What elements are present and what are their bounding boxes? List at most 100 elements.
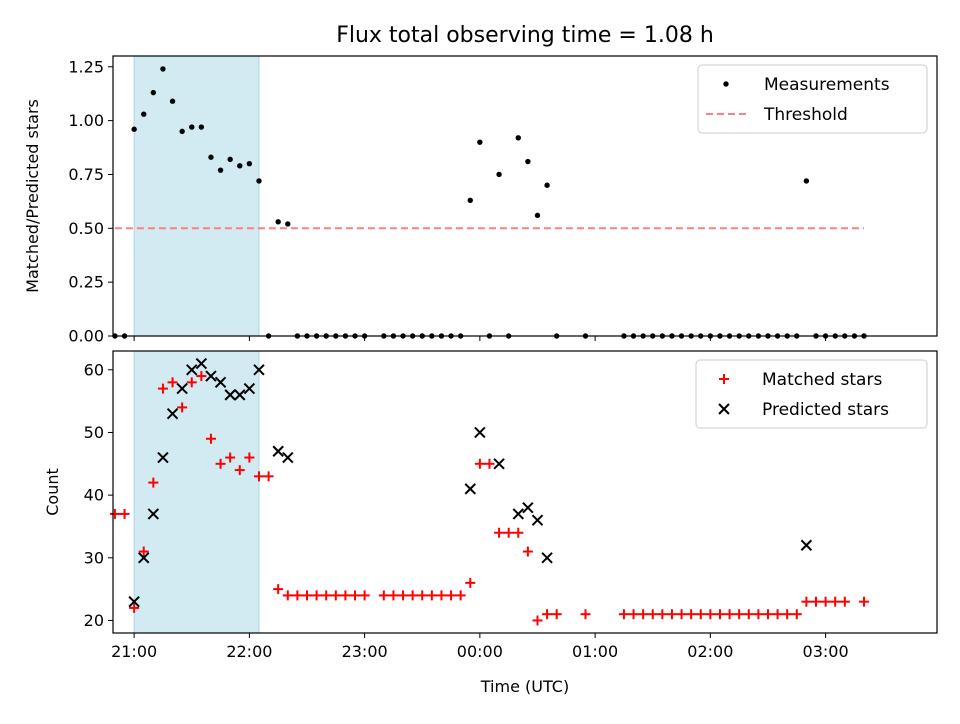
measurement-point [275, 219, 281, 225]
bottom-panel: 20 30 40 50 60 21:00 22:00 23:00 00:00 01:00 02:00… [43, 350, 938, 661]
predicted-point-b [214, 376, 227, 389]
measurement-point [477, 139, 483, 145]
matched-point [378, 590, 389, 601]
y-tick-label: 20 [84, 611, 104, 630]
matched-point [436, 590, 447, 601]
predicted-point-b [205, 370, 217, 382]
measurement-point [515, 135, 521, 141]
matched-point [542, 609, 553, 620]
predicted-point-b [128, 595, 140, 608]
measurement-point [237, 163, 243, 169]
predicted-point-b [272, 445, 284, 457]
y-tick-label: 40 [84, 486, 104, 505]
predicted-point [800, 539, 813, 551]
predicted-point-b [522, 501, 534, 514]
matched-point [148, 477, 159, 488]
matched-point [695, 609, 706, 620]
predicted-point-b [186, 364, 198, 376]
matched-point [417, 590, 428, 601]
matched-point [157, 383, 168, 394]
predicted-point-b [512, 508, 524, 520]
predicted-point [176, 382, 188, 395]
legend-box [697, 64, 928, 134]
matched-point [455, 590, 466, 601]
matched-point [388, 590, 399, 601]
predicted-point [253, 364, 265, 376]
predicted-point-b [474, 426, 486, 439]
predicted-point [272, 445, 284, 457]
predicted-point [234, 389, 246, 401]
predicted-point [464, 483, 476, 495]
matched-point [859, 596, 870, 607]
predicted-point-b [176, 382, 188, 395]
y-tick-label: 1.00 [68, 111, 104, 130]
matched-point [657, 609, 668, 620]
predicted-point-b [138, 552, 150, 564]
predicted-point [512, 508, 524, 520]
matched-point [753, 609, 764, 620]
predicted-point-b [157, 451, 169, 464]
matched-point [263, 471, 274, 482]
predicted-point-b [531, 514, 544, 526]
predicted-point-b [493, 458, 505, 470]
x-tick-label: 02:00 [687, 642, 733, 661]
highlight-span [133, 350, 260, 634]
matched-point [225, 452, 236, 463]
matched-point [426, 590, 437, 601]
legend-measurement-swatch [723, 81, 729, 87]
measurement-point [160, 66, 166, 72]
matched-point [503, 527, 514, 538]
legend: Measurements Threshold [697, 64, 928, 134]
matched-point [618, 609, 629, 620]
predicted-point-b [166, 407, 179, 420]
measurement-point [467, 197, 473, 204]
legend-label: Matched stars [762, 370, 882, 390]
predicted-point [128, 595, 140, 608]
measurement-point [534, 212, 541, 219]
predicted-point [157, 451, 169, 464]
measurement-point [525, 158, 531, 165]
measurement-point [496, 171, 502, 178]
matched-point [167, 377, 178, 388]
matched-point [724, 609, 735, 620]
top-panel: 0.00 0.25 0.50 0.75 1.00 1.25 Matched/Predicte… [23, 55, 938, 346]
predicted-point-b [243, 382, 256, 395]
matched-point [714, 609, 725, 620]
predicted-point [166, 407, 179, 420]
matched-point [215, 458, 226, 469]
matched-point [273, 584, 284, 595]
matched-point [830, 596, 841, 607]
matched-point [686, 609, 697, 620]
y-axis-label: Matched/Predicted stars [23, 99, 42, 293]
predicted-point [541, 552, 553, 564]
matched-point [801, 596, 812, 607]
measurement-point [189, 124, 195, 130]
x-tick-label: 01:00 [572, 642, 618, 661]
predicted-point [214, 376, 227, 389]
predicted-point [282, 451, 294, 464]
measurement-point [150, 89, 157, 96]
predicted-point-b [464, 483, 476, 495]
measurement-point [198, 124, 205, 130]
predicted-point-b [224, 389, 236, 401]
matched-point [551, 609, 562, 620]
x-tick-label: 00:00 [457, 642, 503, 661]
matched-point [743, 609, 754, 620]
matched-point [186, 377, 197, 388]
matched-point [330, 590, 341, 601]
measurement-point [141, 111, 147, 117]
predicted-point [224, 389, 236, 401]
predicted-point [138, 552, 150, 564]
matched-point [474, 458, 485, 469]
matched-point [253, 471, 264, 482]
x-tick-label: 21:00 [111, 642, 157, 661]
matched-point [340, 590, 351, 601]
matched-point [580, 609, 591, 620]
y-tick-label: 1.25 [68, 57, 104, 76]
measurement-point [256, 178, 262, 184]
y-tick-label: 0.00 [68, 327, 104, 346]
matched-point [513, 527, 524, 538]
matched-point [676, 609, 687, 620]
